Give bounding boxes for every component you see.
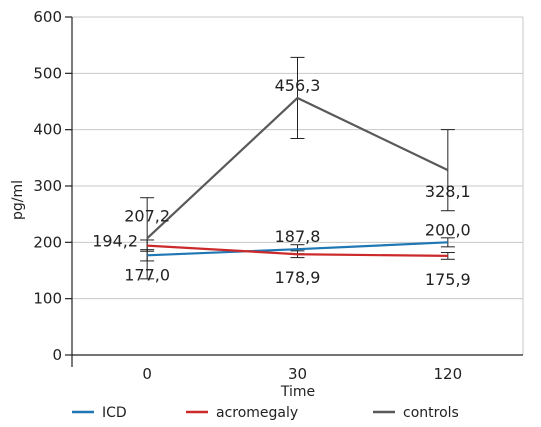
axes — [65, 16, 523, 367]
series-line-acromegaly — [147, 244, 448, 258]
data-labels: 177,0 187,8 200,0 194,2 178,9 175,9 207,2 456,3… — [92, 76, 470, 289]
data-label: 175,9 — [425, 270, 471, 289]
x-tick-label: 0 — [142, 365, 152, 383]
y-tick-label: 400 — [33, 121, 62, 139]
y-tick-label: 300 — [33, 177, 62, 195]
y-axis-title: pg/ml — [10, 180, 26, 220]
data-label: 178,9 — [275, 268, 321, 287]
x-axis-title: Time — [280, 384, 315, 400]
y-tick-label: 600 — [33, 8, 62, 26]
x-tick-label: 120 — [434, 365, 463, 383]
data-label: 194,2 — [92, 232, 138, 251]
data-label: 456,3 — [275, 76, 321, 95]
y-tick-label: 100 — [33, 290, 62, 308]
data-label: 187,8 — [275, 227, 321, 246]
series-line-ICD — [147, 241, 448, 257]
data-label: 207,2 — [124, 206, 170, 225]
tick-labels: 0 100 200 300 400 500 600 0 30 120 — [33, 8, 462, 383]
data-label: 328,1 — [425, 182, 471, 201]
data-label: 200,0 — [425, 220, 471, 239]
series-line-controls — [146, 96, 449, 240]
legend-label: acromegaly — [216, 405, 298, 421]
y-tick-label: 500 — [33, 64, 62, 82]
data-label: 177,0 — [124, 265, 170, 284]
y-tick-label: 200 — [33, 233, 62, 251]
legend-label: ICD — [102, 405, 127, 421]
series-lines — [146, 96, 449, 258]
legend-label: controls — [403, 405, 459, 421]
legend: ICD acromegaly controls — [72, 405, 459, 421]
y-tick-label: 0 — [52, 346, 62, 364]
x-tick-label: 30 — [288, 365, 307, 383]
